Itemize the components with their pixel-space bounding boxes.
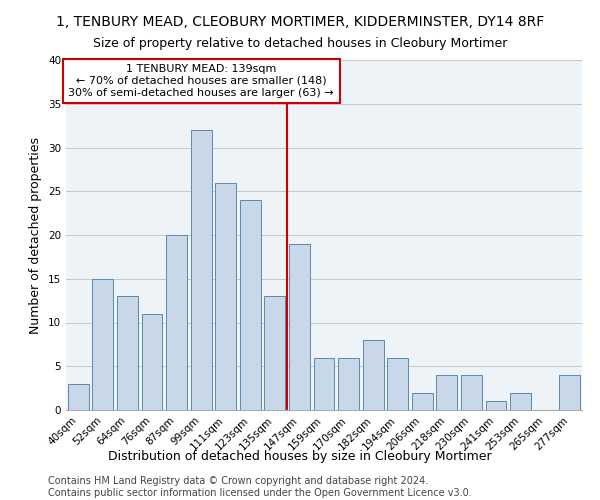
Text: Size of property relative to detached houses in Cleobury Mortimer: Size of property relative to detached ho… xyxy=(93,38,507,51)
Bar xyxy=(362,340,383,410)
Bar xyxy=(265,296,286,410)
Bar xyxy=(485,401,506,410)
Bar xyxy=(68,384,89,410)
Text: 1, TENBURY MEAD, CLEOBURY MORTIMER, KIDDERMINSTER, DY14 8RF: 1, TENBURY MEAD, CLEOBURY MORTIMER, KIDD… xyxy=(56,15,544,29)
Bar xyxy=(289,244,310,410)
Bar xyxy=(92,279,113,410)
Bar xyxy=(314,358,334,410)
Bar xyxy=(215,182,236,410)
Bar xyxy=(338,358,359,410)
Text: 1 TENBURY MEAD: 139sqm
← 70% of detached houses are smaller (148)
30% of semi-de: 1 TENBURY MEAD: 139sqm ← 70% of detached… xyxy=(68,64,334,98)
Bar xyxy=(142,314,163,410)
Bar xyxy=(412,392,433,410)
Bar xyxy=(436,375,457,410)
Y-axis label: Number of detached properties: Number of detached properties xyxy=(29,136,43,334)
Bar xyxy=(510,392,531,410)
Bar xyxy=(240,200,261,410)
Bar xyxy=(191,130,212,410)
Text: Distribution of detached houses by size in Cleobury Mortimer: Distribution of detached houses by size … xyxy=(108,450,492,463)
Bar xyxy=(166,235,187,410)
Bar xyxy=(387,358,408,410)
Bar xyxy=(117,296,138,410)
Bar xyxy=(559,375,580,410)
Text: Contains HM Land Registry data © Crown copyright and database right 2024.
Contai: Contains HM Land Registry data © Crown c… xyxy=(48,476,472,498)
Bar xyxy=(461,375,482,410)
